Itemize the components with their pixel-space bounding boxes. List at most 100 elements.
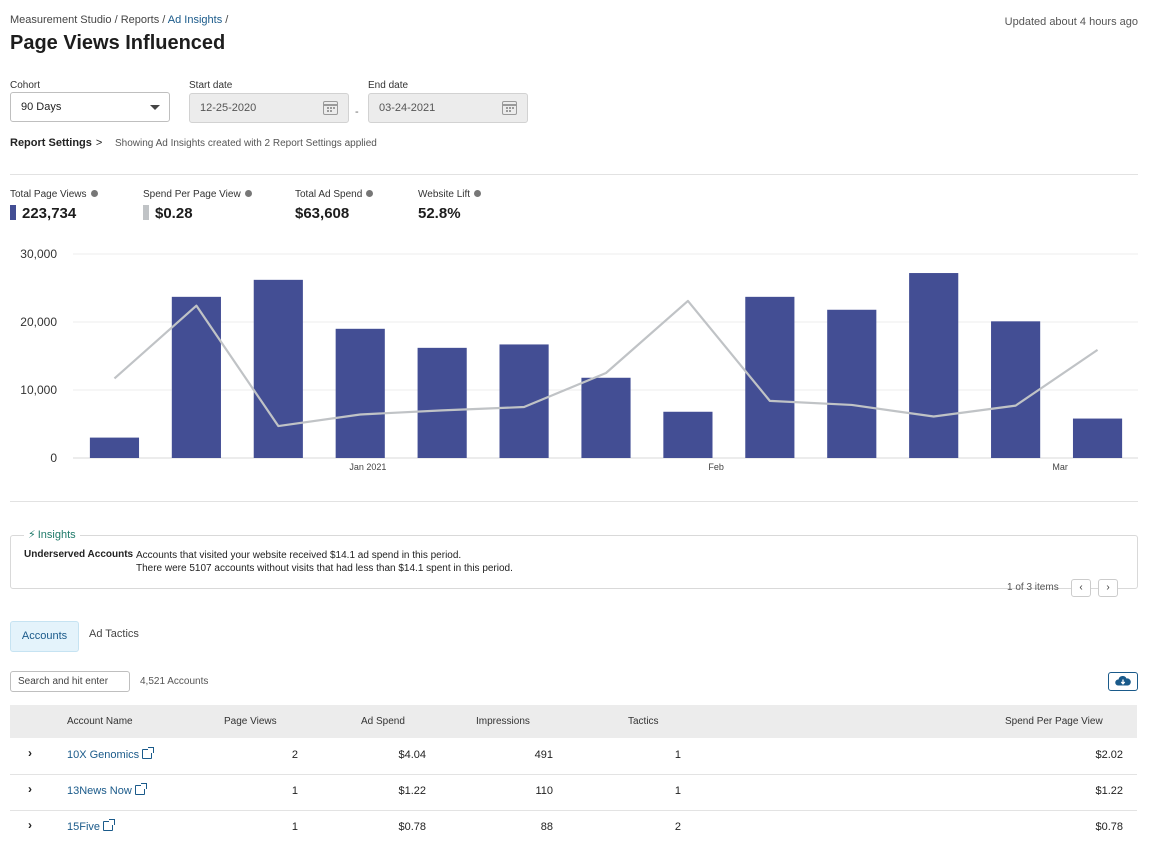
cell-spend-per-page-view: $1.22: [1095, 785, 1123, 797]
start-date-value: 12-25-2020: [200, 102, 257, 114]
cohort-select[interactable]: 90 Days: [10, 92, 170, 122]
cell-ad-spend: $0.78: [398, 821, 426, 833]
cell-page-views: 1: [291, 821, 298, 833]
search-input[interactable]: [10, 671, 130, 692]
chart-bar: [1072, 418, 1123, 458]
column-header-impressions[interactable]: Impressions: [476, 716, 530, 727]
metric-label: Website Lift: [418, 189, 471, 200]
account-link[interactable]: 13News Now: [67, 785, 132, 797]
cell-tactics: 1: [674, 785, 681, 797]
cell-impressions: 88: [540, 821, 553, 833]
tab-accounts[interactable]: Accounts: [10, 621, 79, 652]
calendar-icon[interactable]: [323, 101, 338, 115]
metric-spend-per-page-view: Spend Per Page View $0.28: [143, 189, 252, 222]
metric-label: Total Ad Spend: [295, 189, 363, 200]
y-tick-label: 0: [50, 451, 57, 465]
column-header-tactics[interactable]: Tactics: [628, 716, 659, 727]
table-header: [10, 705, 1137, 738]
end-date-field[interactable]: 03-24-2021: [368, 93, 528, 123]
info-icon[interactable]: [474, 190, 482, 197]
insight-line: Accounts that visited your website recei…: [136, 550, 462, 561]
breadcrumb-item-ad-insights[interactable]: Ad Insights: [167, 14, 223, 26]
column-header-page-views[interactable]: Page Views: [224, 716, 277, 727]
info-icon[interactable]: [366, 190, 374, 197]
account-link[interactable]: 15Five: [67, 821, 101, 833]
end-date-value: 03-24-2021: [379, 102, 436, 114]
cell-spend-per-page-view: $2.02: [1095, 749, 1123, 761]
expand-row-chevron-icon[interactable]: ›: [28, 746, 32, 760]
cell-ad-spend: $4.04: [398, 749, 426, 761]
chevron-down-icon: [150, 105, 160, 110]
y-tick-label: 20,000: [20, 315, 57, 329]
insight-pager-count: 1 of 3 items: [1007, 582, 1059, 593]
table-row-account[interactable]: 10X Genomics: [67, 747, 155, 761]
legend-swatch-spend: [143, 205, 149, 220]
y-tick-label: 10,000: [20, 383, 57, 397]
cell-impressions: 110: [535, 785, 553, 797]
insight-prev-button[interactable]: ‹: [1071, 579, 1091, 597]
chart-bar: [909, 273, 959, 458]
breadcrumb-separator: /: [225, 14, 229, 26]
metric-website-lift: Website Lift 52.8%: [418, 189, 482, 222]
breadcrumb-separator: /: [162, 14, 166, 26]
row-divider: [10, 810, 1137, 811]
insight-line: There were 5107 accounts without visits …: [136, 563, 513, 574]
cell-impressions: 491: [534, 749, 553, 761]
cohort-label: Cohort: [10, 80, 41, 91]
info-icon[interactable]: [244, 190, 252, 197]
insight-next-button[interactable]: ›: [1098, 579, 1118, 597]
cell-tactics: 1: [674, 749, 681, 761]
cohort-select-value: 90 Days: [21, 101, 62, 113]
external-link-icon[interactable]: [134, 783, 147, 795]
chevron-right-icon: ›: [1106, 582, 1110, 593]
chart-bar: [745, 296, 795, 458]
metric-total-page-views: Total Page Views 223,734: [10, 189, 98, 222]
insights-panel: [10, 535, 1138, 589]
info-icon[interactable]: [90, 190, 98, 197]
start-date-field[interactable]: 12-25-2020: [189, 93, 349, 123]
table-row-account[interactable]: 15Five: [67, 819, 116, 833]
metric-value: 52.8%: [418, 205, 461, 222]
external-link-icon[interactable]: [142, 747, 155, 759]
lightning-icon: ⚡: [28, 529, 36, 541]
chevron-right-icon: >: [95, 137, 103, 149]
legend-swatch-page-views: [10, 205, 16, 220]
report-settings-note: Showing Ad Insights created with 2 Repor…: [115, 138, 377, 149]
account-link[interactable]: 10X Genomics: [67, 749, 140, 761]
cell-page-views: 2: [291, 749, 298, 761]
tab-ad-tactics[interactable]: Ad Tactics: [89, 628, 139, 640]
metric-value: $63,608: [295, 205, 350, 222]
chart-bar: [335, 328, 385, 458]
report-settings-toggle[interactable]: Report Settings >: [10, 137, 102, 149]
breadcrumb-item-reports[interactable]: Reports: [120, 14, 160, 26]
column-header-spend-per-page-view[interactable]: Spend Per Page View: [1005, 716, 1103, 727]
external-link-icon[interactable]: [103, 819, 116, 831]
divider: [10, 174, 1138, 175]
accounts-count: 4,521 Accounts: [140, 676, 209, 687]
table-row-account[interactable]: 13News Now: [67, 783, 147, 797]
cloud-download-icon: [1115, 675, 1131, 686]
expand-row-chevron-icon[interactable]: ›: [28, 782, 32, 796]
download-button[interactable]: [1108, 672, 1138, 691]
column-header-ad-spend[interactable]: Ad Spend: [361, 716, 405, 727]
insight-title: Underserved Accounts: [24, 549, 134, 560]
chart-bar: [827, 309, 877, 458]
x-tick-label: Mar: [1052, 462, 1068, 472]
x-tick-label: Feb: [708, 462, 724, 472]
chart-bar: [499, 344, 549, 458]
metric-total-ad-spend: Total Ad Spend $63,608: [295, 189, 374, 222]
cell-ad-spend: $1.22: [398, 785, 426, 797]
x-tick-label: Jan 2021: [349, 462, 386, 472]
expand-row-chevron-icon[interactable]: ›: [28, 818, 32, 832]
cell-page-views: 1: [291, 785, 298, 797]
chart-bar: [171, 296, 221, 458]
metric-value: $0.28: [155, 205, 193, 222]
chart-bar: [417, 347, 467, 458]
y-tick-label: 30,000: [20, 247, 57, 261]
calendar-icon[interactable]: [502, 101, 517, 115]
column-header-account-name[interactable]: Account Name: [67, 716, 133, 727]
chart-bar: [581, 377, 631, 458]
metric-label: Spend Per Page View: [143, 189, 241, 200]
breadcrumb-item-measurement-studio[interactable]: Measurement Studio: [10, 14, 112, 26]
insight-text: Accounts that visited your website recei…: [136, 549, 513, 575]
